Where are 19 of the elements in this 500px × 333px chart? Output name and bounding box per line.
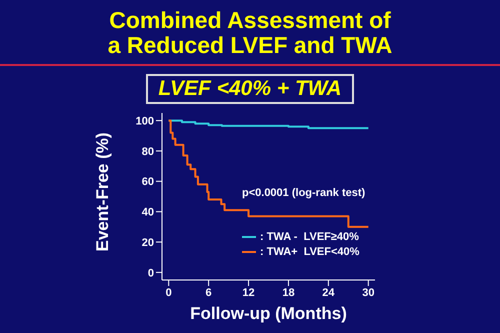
y-axis-title: Event-Free (%) <box>93 132 112 252</box>
y-tick-label: 0 <box>148 267 154 280</box>
y-tick-label: 20 <box>142 236 154 249</box>
x-axis-title: Follow-up (Months) <box>190 304 347 323</box>
legend-label: : TWA+ LVEF<40% <box>260 246 360 258</box>
y-tick-label: 40 <box>142 206 154 219</box>
chart-subtitle: LVEF <40% + TWA <box>146 74 354 104</box>
y-tick-label: 60 <box>142 176 154 188</box>
y-tick-label: 100 <box>136 115 154 128</box>
legend-label: : TWA - LVEF≥40% <box>260 230 359 242</box>
chart-title: Combined Assessment of a Reduced LVEF and TWA <box>106 7 394 58</box>
y-tick-label: 80 <box>142 146 154 158</box>
x-tick-label: 0 <box>166 286 172 299</box>
x-tick-label: 12 <box>242 286 255 299</box>
x-tick-label: 18 <box>282 286 295 299</box>
annotation: p<0.0001 (log-rank test) <box>242 187 366 199</box>
x-tick-label: 30 <box>362 286 374 299</box>
x-tick-label: 6 <box>206 286 212 299</box>
x-tick-label: 24 <box>322 286 336 299</box>
